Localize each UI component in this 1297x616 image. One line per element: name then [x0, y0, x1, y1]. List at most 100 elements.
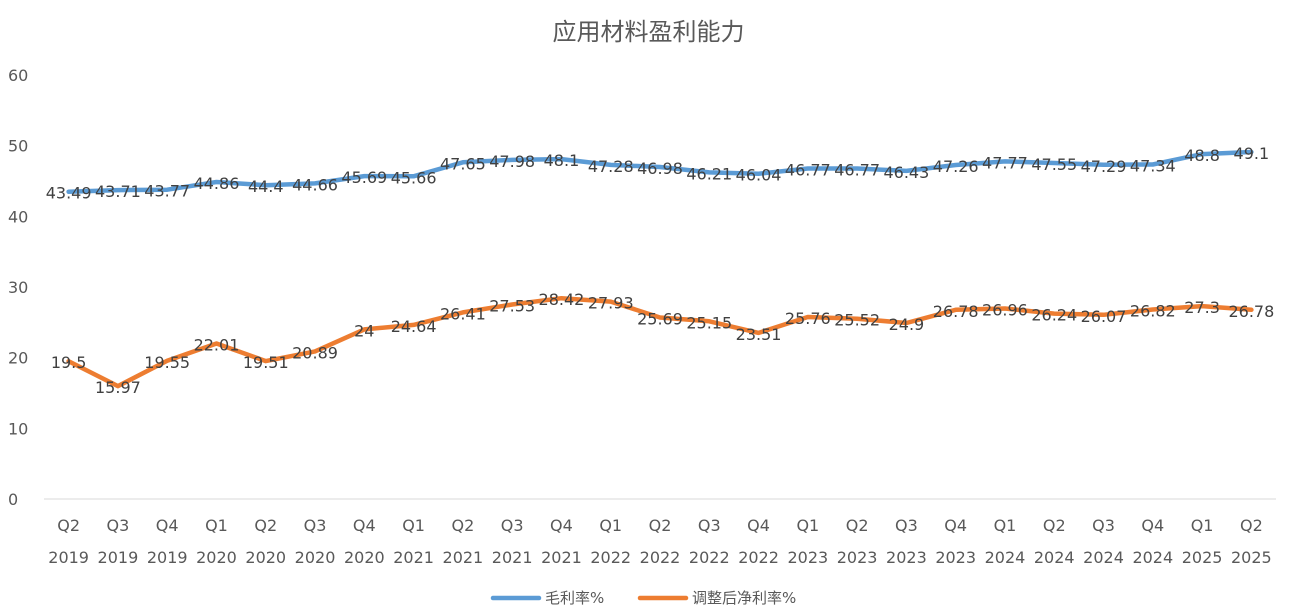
x-tick-label: Q4: [550, 516, 573, 535]
data-label: 25.52: [834, 311, 880, 330]
x-tick-label: Q1: [402, 516, 425, 535]
x-tick-label: Q1: [205, 516, 228, 535]
data-label: 44.4: [248, 177, 284, 196]
x-tick-label: Q1: [1191, 516, 1214, 535]
x-tick-year-label: 2019: [98, 548, 139, 567]
x-tick-label: Q3: [895, 516, 918, 535]
data-label: 47.28: [588, 157, 634, 176]
x-tick-label: Q4: [944, 516, 967, 535]
data-label: 23.51: [736, 325, 782, 344]
data-label: 48.1: [544, 151, 580, 170]
data-label: 47.26: [933, 157, 979, 176]
data-label: 25.69: [637, 309, 683, 328]
y-tick-label: 40: [8, 207, 28, 226]
data-label: 26.41: [440, 304, 486, 323]
x-tick-label: Q4: [156, 516, 179, 535]
x-tick-label: Q3: [304, 516, 327, 535]
chart-title: 应用材料盈利能力: [552, 18, 745, 46]
x-tick-year-label: 2022: [689, 548, 730, 567]
data-label: 27.93: [588, 294, 634, 313]
x-tick-year-label: 2020: [344, 548, 385, 567]
x-tick-year-label: 2022: [738, 548, 779, 567]
legend-label: 调整后净利率%: [692, 589, 796, 607]
data-label: 27.3: [1184, 298, 1220, 317]
x-tick-year-label: 2021: [541, 548, 582, 567]
series-line-gross-margin: [66, 149, 1254, 194]
x-tick-year-label: 2021: [443, 548, 484, 567]
legend-label: 毛利率%: [545, 589, 604, 607]
x-tick-year-label: 2023: [935, 548, 976, 567]
data-label: 26.82: [1130, 301, 1176, 320]
x-tick-label: Q1: [994, 516, 1017, 535]
data-label: 44.66: [292, 175, 338, 194]
y-axis: 0 10 20 30 40 50 60: [8, 66, 28, 509]
x-tick-label: Q3: [501, 516, 524, 535]
data-label: 44.86: [194, 174, 240, 193]
data-label: 43.77: [144, 182, 190, 201]
data-label: 46.04: [736, 166, 782, 185]
x-tick-label: Q2: [57, 516, 80, 535]
x-tick-label: Q2: [1240, 516, 1263, 535]
x-tick-label: Q3: [698, 516, 721, 535]
x-tick-label: Q2: [846, 516, 869, 535]
data-label: 20.89: [292, 343, 338, 362]
x-tick-year-label: 2023: [886, 548, 927, 567]
data-label: 43.49: [46, 184, 92, 203]
x-tick-label: Q2: [254, 516, 277, 535]
y-tick-label: 30: [8, 278, 28, 297]
x-tick-year-label: 2020: [196, 548, 237, 567]
data-label: 26.78: [933, 302, 979, 321]
x-tick-year-label: 2019: [48, 548, 89, 567]
data-label: 47.34: [1130, 156, 1176, 175]
series-line-adjusted-net-margin: [66, 295, 1254, 389]
x-tick-year-label: 2024: [1132, 548, 1173, 567]
y-tick-label: 10: [8, 419, 28, 438]
x-tick-label: Q1: [599, 516, 622, 535]
data-label: 46.77: [785, 160, 831, 179]
x-tick-label: Q4: [1141, 516, 1164, 535]
data-label: 47.29: [1081, 157, 1127, 176]
series-lines: [66, 149, 1254, 389]
data-label: 26.07: [1081, 307, 1127, 326]
data-label: 25.76: [785, 309, 831, 328]
x-tick-year-label: 2020: [245, 548, 286, 567]
data-label: 24.64: [391, 317, 437, 336]
data-label: 49.1: [1234, 144, 1270, 163]
data-label: 46.21: [686, 164, 732, 183]
data-label: 47.98: [489, 152, 535, 171]
data-label: 24.9: [889, 315, 925, 334]
x-tick-year-label: 2024: [985, 548, 1026, 567]
data-label: 46.77: [834, 160, 880, 179]
data-label: 46.43: [883, 163, 929, 182]
x-tick-year-label: 2019: [147, 548, 188, 567]
data-label: 26.96: [982, 300, 1028, 319]
x-tick-label: Q4: [353, 516, 376, 535]
x-tick-year-label: 2022: [590, 548, 631, 567]
x-tick-label: Q4: [747, 516, 770, 535]
data-label: 27.53: [489, 296, 535, 315]
x-tick-label: Q2: [649, 516, 672, 535]
data-label: 26.24: [1031, 306, 1077, 325]
data-label: 19.5: [51, 353, 87, 372]
x-tick-year-label: 2022: [640, 548, 681, 567]
x-tick-year-label: 2025: [1231, 548, 1272, 567]
x-tick-year-label: 2023: [787, 548, 828, 567]
y-tick-label: 60: [8, 66, 28, 85]
data-label: 19.51: [243, 353, 289, 372]
x-tick-year-label: 2025: [1182, 548, 1223, 567]
data-label: 47.77: [982, 153, 1028, 172]
x-tick-label: Q1: [796, 516, 819, 535]
x-tick-label: Q2: [1043, 516, 1066, 535]
legend: 毛利率% 调整后净利率%: [490, 589, 796, 607]
x-tick-year-label: 2024: [1083, 548, 1124, 567]
data-label: 48.8: [1184, 146, 1220, 165]
data-labels: 43.49 43.71 43.77 44.86 44.4 44.66 45.69 45.664…: [46, 144, 1275, 397]
data-label: 26.78: [1228, 302, 1274, 321]
x-tick-label: Q3: [1092, 516, 1115, 535]
x-tick-year-label: 2020: [295, 548, 336, 567]
x-axis: Q2 2019 Q3 2019 Q4 2019 Q1 2020 Q2 2020 Q3 2020 Q4 20…: [44, 498, 1276, 567]
data-label: 19.55: [144, 353, 190, 372]
data-label: 25.15: [686, 313, 732, 332]
y-tick-label: 20: [8, 349, 28, 368]
